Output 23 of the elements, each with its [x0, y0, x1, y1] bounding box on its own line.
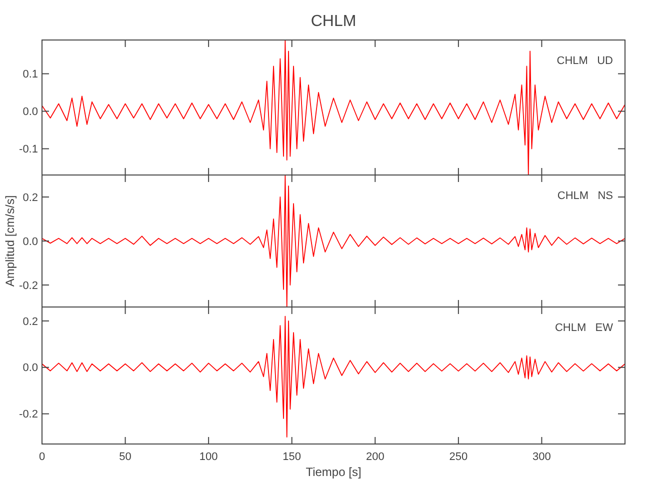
x-axis-title: Tiempo [s]	[306, 465, 362, 479]
x-tick-label: 300	[532, 451, 551, 463]
y-tick-label: -0.2	[19, 408, 38, 421]
y-tick-label: -0.2	[19, 280, 38, 292]
x-tick-label: 150	[282, 451, 302, 463]
chart-title: CHLM	[310, 13, 356, 30]
annotation: CHLM NS	[557, 190, 613, 202]
y-tick-label: 0.0	[22, 362, 38, 374]
annotation: CHLM EW	[554, 322, 614, 334]
y-tick-label: 0.0	[22, 236, 38, 248]
annotation: CHLM UD	[556, 55, 614, 67]
y-tick-label: 0.1	[22, 68, 38, 81]
x-tick-label: 250	[449, 451, 468, 463]
y-tick-label: -0.1	[19, 144, 38, 156]
y-tick-label: 0.2	[22, 192, 38, 204]
x-tick-label: 100	[199, 451, 218, 463]
x-tick-label: 50	[119, 451, 132, 463]
x-tick-label: 200	[366, 451, 384, 463]
y-axis-title: Amplitud [cm/s/s]	[3, 195, 17, 287]
y-tick-label: 0.0	[22, 106, 38, 118]
y-tick-label: 0.2	[22, 316, 38, 328]
x-tick-label: 0	[38, 451, 46, 463]
line-series	[42, 316, 625, 438]
